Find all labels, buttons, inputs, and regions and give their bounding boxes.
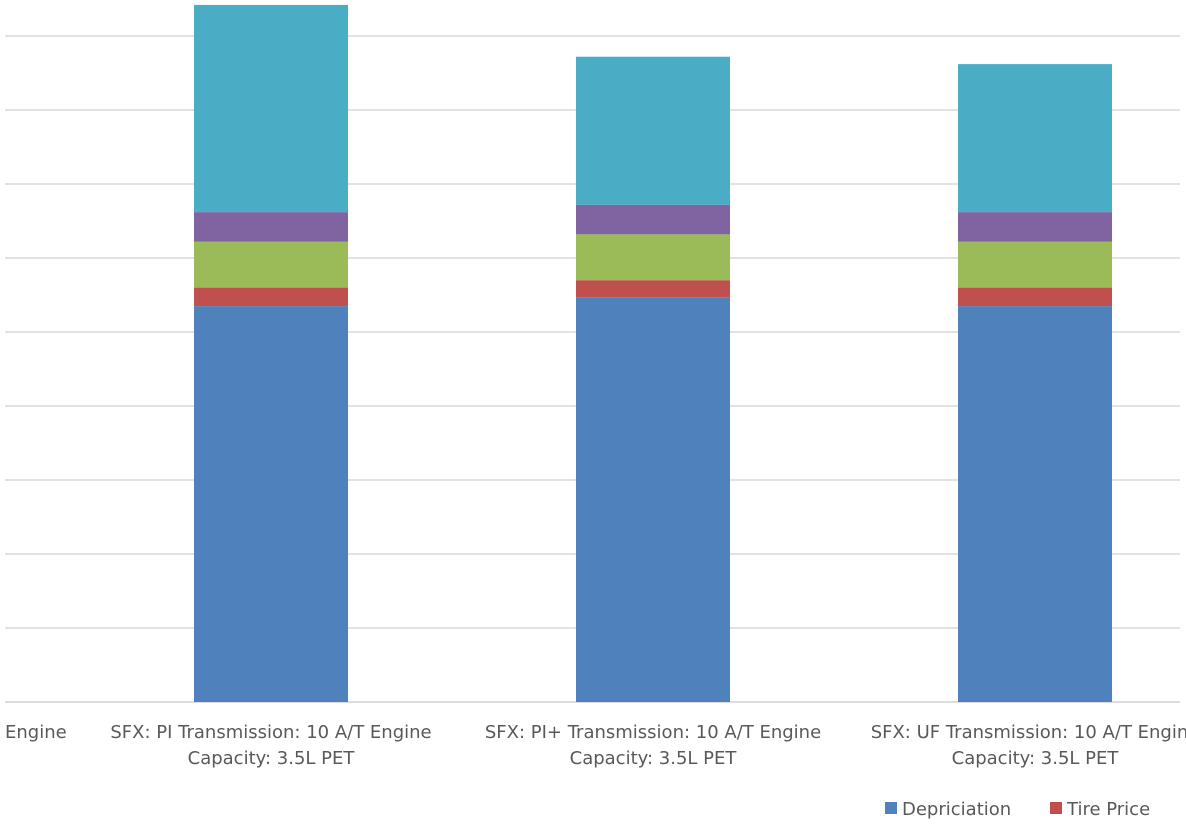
bar-segment bbox=[194, 306, 348, 702]
bar-segment bbox=[194, 241, 348, 288]
bar-segment bbox=[576, 280, 730, 298]
bar-segment bbox=[194, 287, 348, 307]
x-tick-label: SFX: UF Transmission: 10 A/T Engine Capac… bbox=[871, 722, 1186, 769]
bar-segment bbox=[194, 212, 348, 242]
legend-swatch bbox=[1050, 802, 1062, 814]
bar-segment bbox=[958, 64, 1112, 213]
x-axis-labels: Engine SFX: PI Transmission: 10 A/T Engin… bbox=[5, 722, 1186, 769]
bar-segment bbox=[576, 56, 730, 205]
bar-segment bbox=[576, 297, 730, 702]
bar-segment bbox=[958, 287, 1112, 307]
legend-label: Depriciation bbox=[902, 799, 1011, 820]
bar-segment bbox=[576, 234, 730, 281]
bar-segment bbox=[194, 4, 348, 213]
bar-segment bbox=[958, 212, 1112, 242]
x-tick-label: SFX: PI Transmission: 10 A/T Engine Capac… bbox=[110, 722, 431, 769]
legend-label: Tire Price bbox=[1066, 799, 1150, 820]
x-tick-label: Engine bbox=[5, 722, 67, 743]
x-tick-label: SFX: PI+ Transmission: 10 A/T Engine Capa… bbox=[485, 722, 821, 769]
bars bbox=[194, 4, 1112, 702]
bar-segment bbox=[958, 306, 1112, 702]
legend-swatch bbox=[885, 802, 897, 814]
legend: Depriciation Tire Price bbox=[885, 799, 1150, 820]
bar-segment bbox=[958, 241, 1112, 288]
bar-segment bbox=[576, 204, 730, 235]
